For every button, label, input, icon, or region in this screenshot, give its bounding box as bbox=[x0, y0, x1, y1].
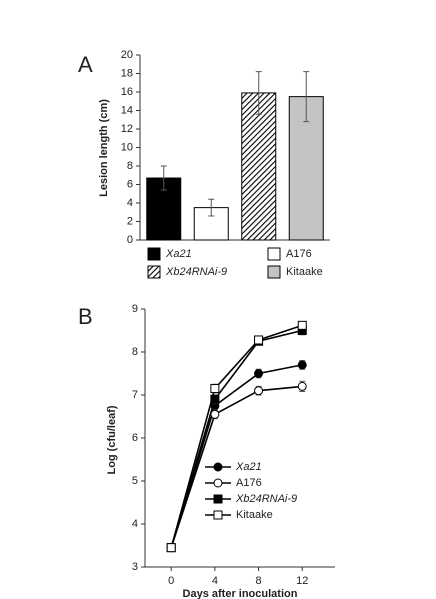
marker bbox=[254, 386, 264, 396]
x-tick-label: 0 bbox=[168, 575, 174, 587]
marker bbox=[210, 394, 220, 404]
y-tick-label: 20 bbox=[121, 49, 133, 61]
legend-label: A176 bbox=[236, 477, 262, 489]
y-axis-label: Lesion length (cm) bbox=[98, 99, 110, 197]
marker bbox=[213, 494, 223, 504]
legend-swatch bbox=[267, 265, 281, 279]
marker bbox=[166, 543, 176, 553]
legend-label: Xb24RNAi-9 bbox=[235, 493, 297, 505]
marker bbox=[254, 335, 264, 345]
series-line bbox=[170, 329, 303, 548]
bar bbox=[241, 92, 277, 241]
error-bar bbox=[255, 71, 262, 115]
marker bbox=[254, 369, 264, 378]
x-tick-label: 8 bbox=[256, 575, 262, 587]
y-tick-label: 14 bbox=[121, 104, 133, 116]
y-tick-label: 6 bbox=[132, 432, 138, 444]
y-tick-label: 9 bbox=[132, 303, 138, 315]
y-tick-label: 8 bbox=[127, 160, 133, 172]
legend-label: Xb24RNAi-9 bbox=[165, 266, 227, 278]
y-axis-label: Log (cfu/leaf) bbox=[106, 405, 118, 474]
legend-label: Kitaake bbox=[236, 509, 273, 521]
panel-label: A bbox=[78, 52, 93, 77]
legend-swatch bbox=[147, 247, 161, 261]
x-tick-label: 12 bbox=[296, 575, 308, 587]
y-tick-label: 3 bbox=[132, 561, 138, 573]
y-tick-label: 0 bbox=[127, 234, 133, 246]
error-bar bbox=[160, 165, 167, 191]
legend-label: Xa21 bbox=[235, 461, 262, 473]
y-tick-label: 16 bbox=[121, 86, 133, 98]
y-tick-label: 4 bbox=[127, 197, 133, 209]
y-tick-label: 2 bbox=[127, 215, 133, 227]
y-tick-label: 8 bbox=[132, 346, 138, 358]
x-tick-label: 4 bbox=[212, 575, 218, 587]
marker bbox=[210, 384, 220, 394]
y-tick-label: 10 bbox=[121, 141, 133, 153]
legend-swatch bbox=[267, 247, 281, 261]
marker bbox=[213, 462, 223, 472]
y-tick-label: 5 bbox=[132, 475, 138, 487]
y-tick-label: 18 bbox=[121, 67, 133, 79]
legend-label: A176 bbox=[286, 248, 312, 260]
x-axis-label: Days after inoculation bbox=[183, 588, 298, 599]
marker bbox=[213, 478, 223, 488]
legend-label: Xa21 bbox=[165, 248, 192, 260]
y-tick-label: 4 bbox=[132, 518, 138, 530]
error-bar bbox=[208, 198, 215, 217]
marker bbox=[213, 510, 223, 520]
series-line bbox=[170, 364, 303, 548]
legend-swatch bbox=[147, 265, 161, 279]
series-line bbox=[170, 385, 303, 548]
series-line bbox=[170, 324, 303, 548]
error-bar bbox=[303, 71, 310, 123]
marker bbox=[297, 320, 307, 330]
y-tick-label: 7 bbox=[132, 389, 138, 401]
bar bbox=[146, 177, 182, 241]
marker bbox=[297, 360, 307, 370]
legend-label: Kitaake bbox=[286, 266, 323, 278]
y-tick-label: 6 bbox=[127, 178, 133, 190]
marker bbox=[297, 381, 307, 391]
panel-label: B bbox=[78, 304, 93, 329]
y-tick-label: 12 bbox=[121, 123, 133, 135]
